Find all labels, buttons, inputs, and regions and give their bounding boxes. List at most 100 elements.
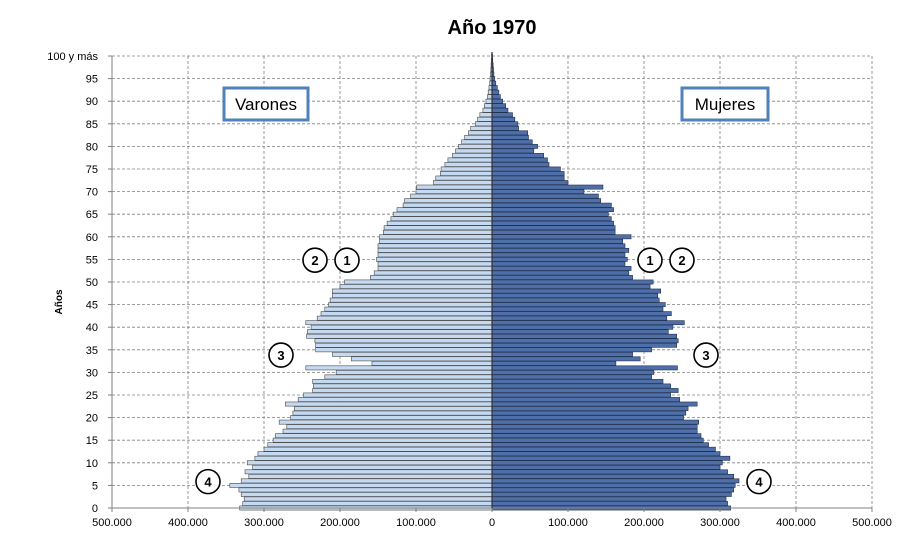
bar-varones [392,211,493,217]
bar-mujeres [491,406,689,411]
axes [108,52,873,512]
bar-varones [351,356,493,362]
y-tick-label: 45 [86,300,98,312]
bar-mujeres [491,107,509,113]
x-tick-label: 500.000 [852,517,892,529]
bar-mujeres [491,238,624,244]
bar-mujeres [491,261,626,267]
bar-varones [377,243,493,249]
x-axis-tick-labels: 500.000 400.000 300.000 200.000 100.000 0 100.… [92,517,892,529]
bar-mujeres [491,275,633,280]
y-tick-label: 30 [86,367,98,379]
bar-mujeres [491,225,616,231]
bar-mujeres [491,383,671,389]
bar-varones [313,383,493,389]
bar-mujeres [491,279,654,285]
bar-mujeres [491,388,679,393]
bar-varones [377,252,493,258]
x-tick-label: 300.000 [244,517,284,529]
bar-varones [315,342,493,348]
bar-varones [376,257,493,262]
bar-mujeres [491,324,674,330]
bar-mujeres [491,130,529,136]
annotation-circle [637,247,663,273]
x-tick-label: 100.000 [548,517,588,529]
bar-mujeres [491,234,632,240]
bar-mujeres [491,501,728,506]
bar-varones [278,419,493,425]
bar-varones [254,455,493,461]
bar-mujeres [491,496,727,502]
bar-varones [383,225,493,231]
bar-varones [332,351,493,357]
bar-varones [335,370,493,375]
bar-varones [229,483,493,488]
bar-mujeres [491,252,626,258]
annotation-label: 4 [204,475,212,490]
bar-varones [386,220,493,226]
bar-varones [263,446,493,452]
bar-varones [290,415,493,420]
bar-varones [379,238,493,244]
annotation-label: 2 [311,253,318,268]
x-tick-label: 200.000 [624,517,664,529]
bar-mujeres [491,288,662,294]
bar-varones [297,397,493,402]
bar-mujeres [491,198,601,204]
bar-mujeres [491,428,698,434]
bar-varones [474,121,493,127]
bar-varones [275,433,493,439]
bar-varones [257,451,493,457]
bar-mujeres [491,98,503,104]
bar-varones [292,410,493,416]
bar-varones [461,139,493,145]
bar-varones [379,234,493,240]
y-tick-label: 10 [86,458,98,470]
x-tick-label: 100.000 [396,517,436,529]
bar-mujeres [491,184,604,190]
bar-varones [315,347,493,353]
y-tick-label: 95 [86,74,98,86]
bar-mujeres [491,229,616,235]
bar-mujeres [491,85,498,91]
bar-varones [371,360,493,366]
bar-mujeres [491,121,519,127]
bar-varones [482,107,493,113]
annotation-circle [302,247,328,273]
bar-mujeres [491,116,516,122]
chart-title: Año 1970 [448,17,537,39]
bar-varones [238,487,493,493]
bar-mujeres [491,220,614,226]
bar-mujeres [491,401,698,407]
bar-varones [433,180,493,185]
bar-varones [240,492,493,497]
bar-mujeres [491,297,660,303]
bar-varones [444,162,493,167]
bar-mujeres [491,410,687,416]
bar-mujeres [491,211,609,217]
bar-varones [332,293,493,298]
bar-varones [464,134,493,140]
bar-varones [344,279,493,285]
bar-mujeres [491,189,585,194]
bar-varones [377,266,493,271]
annotation-markers: 2 1 1 2 3 3 4 4 [195,247,772,495]
bar-mujeres [491,293,658,298]
bar-mujeres [491,442,709,448]
bar-mujeres [491,144,538,149]
bar-mujeres [491,94,501,100]
bar-mujeres [491,365,678,371]
x-tick-label: 400.000 [168,517,208,529]
y-tick-label: 25 [86,390,98,402]
bar-mujeres [491,356,641,362]
bar-mujeres [491,284,651,289]
bar-mujeres [491,311,672,317]
bar-varones [373,270,493,276]
bar-varones [306,333,493,339]
bar-mujeres [491,464,721,470]
x-tick-label: 0 [489,517,495,529]
bar-mujeres [491,302,666,307]
bar-varones [377,261,493,267]
bar-varones [402,202,493,208]
